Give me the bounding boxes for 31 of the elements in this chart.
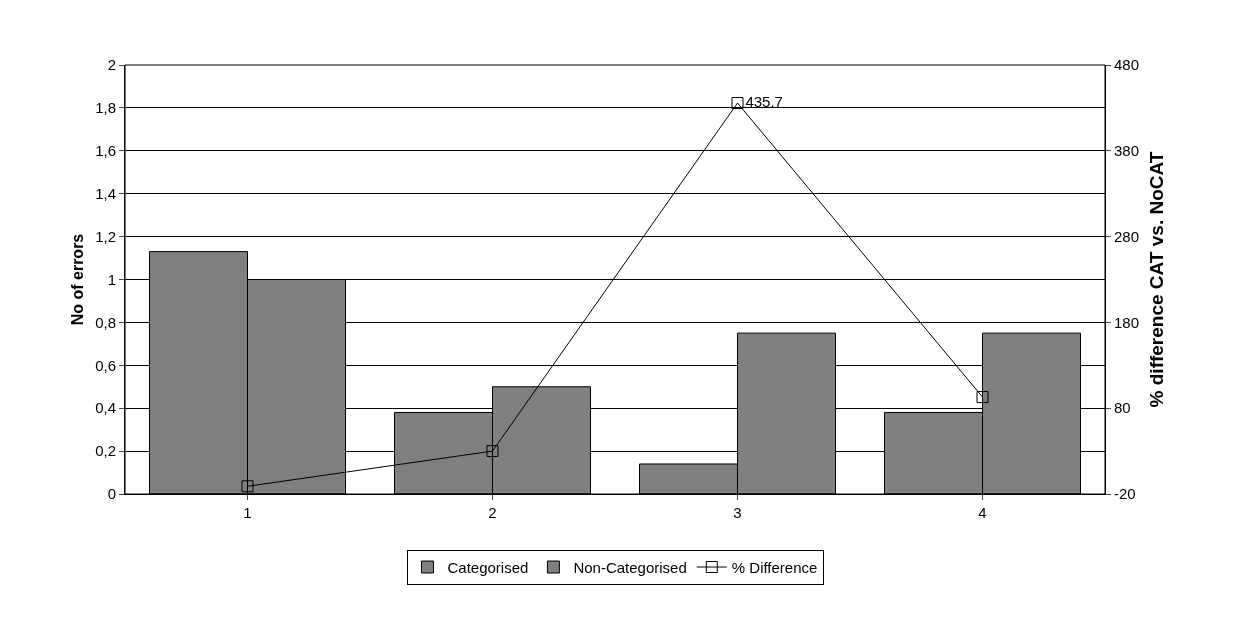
y-axis-title: No of errors [69, 233, 86, 326]
y2-tick-label: 80 [1114, 399, 1131, 417]
y-tick-label: 0,4 [95, 399, 116, 417]
point [731, 97, 744, 110]
y-tick-label: 0 [107, 485, 116, 503]
y2-axis-title: % difference CAT vs. NoCAT [1145, 151, 1167, 408]
y2-tick-label: 480 [1114, 56, 1140, 74]
y2-tick-label: -20 [1114, 485, 1136, 503]
y2-tick-label: 180 [1114, 313, 1140, 331]
legend-label: Non-Categorised [573, 558, 687, 576]
y-tick-label: 1,4 [95, 184, 116, 202]
point [241, 480, 254, 493]
y-tick-label: 2 [107, 56, 116, 74]
data-label: 435.7 [745, 92, 783, 110]
y2-tick-label: 280 [1114, 227, 1140, 245]
x-tick-label: 1 [243, 504, 252, 521]
y-tick-label: 1 [107, 270, 116, 288]
point [486, 445, 499, 458]
y-tick-label: 1,8 [95, 99, 116, 117]
x-tick-label: 2 [488, 504, 497, 521]
x-tick-label: 4 [978, 504, 987, 521]
legend-label: % Difference [731, 558, 818, 576]
y-tick-label: 0,6 [95, 356, 116, 374]
y-tick-label: 0,2 [95, 442, 116, 460]
y-tick-label: 1,6 [95, 142, 116, 160]
y-tick-label: 1,2 [95, 227, 116, 245]
x-tick-label: 3 [733, 504, 742, 521]
point [976, 391, 989, 404]
y2-tick-label: 380 [1114, 142, 1140, 160]
y-tick-label: 0,8 [95, 313, 116, 331]
legend-label: Categorised [447, 558, 529, 576]
